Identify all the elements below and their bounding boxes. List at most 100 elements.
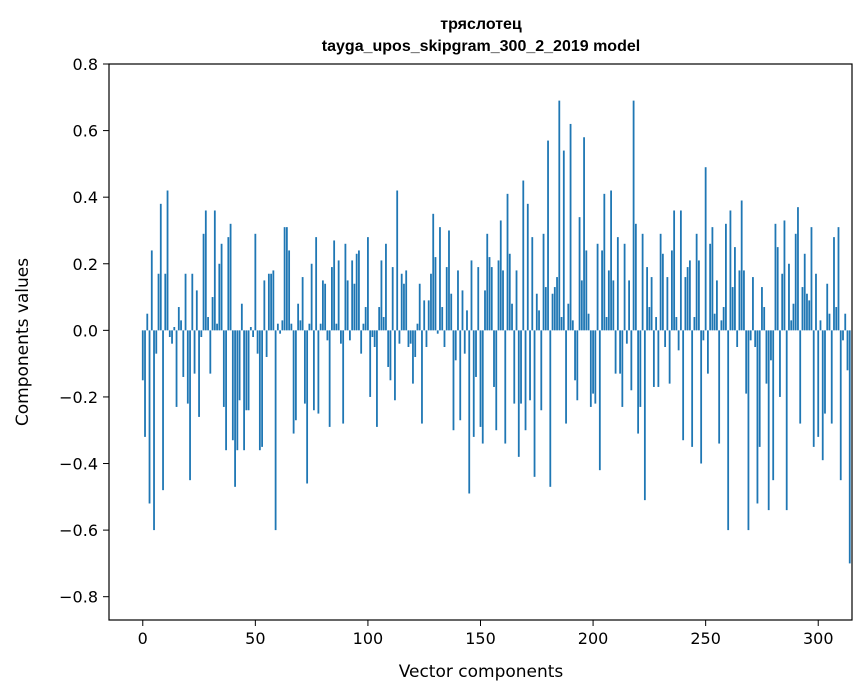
bar bbox=[603, 193, 606, 331]
bar bbox=[405, 270, 408, 331]
bar bbox=[177, 307, 180, 331]
bar bbox=[283, 227, 286, 331]
bar bbox=[754, 330, 757, 347]
bar bbox=[243, 330, 245, 451]
bar bbox=[403, 283, 405, 331]
bar bbox=[578, 217, 581, 331]
bar bbox=[542, 233, 545, 331]
bar bbox=[450, 293, 453, 331]
bar bbox=[454, 330, 457, 361]
bar bbox=[326, 330, 329, 341]
x-axis-ticks: 0 50 100 150 200 250 300 bbox=[138, 620, 834, 648]
bar bbox=[682, 330, 685, 441]
bar bbox=[567, 303, 570, 331]
bar bbox=[574, 330, 576, 381]
bar bbox=[234, 330, 236, 487]
bar bbox=[337, 260, 340, 331]
bar bbox=[166, 190, 169, 331]
y-tick-label: −0.6 bbox=[59, 521, 98, 540]
bar bbox=[576, 330, 579, 401]
bar bbox=[333, 240, 336, 331]
bar bbox=[502, 270, 504, 331]
bar bbox=[508, 253, 511, 331]
bar bbox=[421, 330, 423, 424]
bar bbox=[776, 247, 779, 331]
bar bbox=[842, 330, 844, 341]
bar bbox=[182, 330, 185, 377]
bar bbox=[195, 290, 198, 331]
bar bbox=[743, 270, 745, 331]
bar bbox=[292, 330, 295, 434]
bar bbox=[839, 330, 842, 481]
bar bbox=[189, 330, 191, 481]
bar bbox=[342, 330, 345, 424]
bar bbox=[425, 330, 428, 347]
y-axis-ticks: −0.8 −0.6 −0.4 −0.2 0.0 0.2 0.4 0.6 0.8 bbox=[59, 55, 109, 607]
bar bbox=[218, 263, 221, 331]
bar bbox=[517, 330, 520, 457]
bar bbox=[709, 243, 712, 331]
bar bbox=[315, 237, 318, 331]
bar bbox=[263, 280, 266, 331]
bar bbox=[707, 330, 709, 374]
x-axis-label: Vector components bbox=[399, 662, 564, 682]
bar bbox=[799, 330, 802, 424]
bar bbox=[824, 330, 826, 414]
bar bbox=[200, 330, 203, 338]
bar bbox=[312, 330, 315, 411]
bar bbox=[220, 243, 223, 331]
bar bbox=[727, 330, 730, 531]
bar bbox=[412, 330, 414, 384]
bar bbox=[661, 253, 664, 331]
bar bbox=[418, 283, 421, 331]
bar bbox=[826, 283, 829, 331]
bar bbox=[477, 267, 480, 331]
bar bbox=[745, 330, 748, 394]
bar bbox=[560, 317, 563, 331]
bar bbox=[835, 307, 838, 331]
bar bbox=[385, 243, 387, 331]
bar bbox=[515, 270, 518, 331]
chart-title: тряслотец bbox=[440, 16, 522, 33]
bar bbox=[481, 330, 484, 444]
bar bbox=[702, 330, 705, 341]
bar bbox=[655, 317, 658, 331]
bar bbox=[324, 283, 327, 331]
bar bbox=[396, 190, 399, 331]
bar bbox=[472, 330, 475, 437]
bar bbox=[833, 237, 835, 331]
bar bbox=[506, 193, 509, 331]
bar bbox=[175, 330, 178, 407]
bar bbox=[216, 323, 218, 331]
bar bbox=[803, 253, 806, 331]
y-tick-label: −0.2 bbox=[59, 388, 98, 407]
bar bbox=[488, 257, 491, 331]
bar bbox=[171, 330, 173, 344]
bar bbox=[238, 330, 241, 401]
x-tick-label: 50 bbox=[245, 629, 265, 648]
bar bbox=[821, 330, 824, 461]
plot-frame bbox=[108, 63, 853, 621]
bar bbox=[153, 330, 155, 531]
bar bbox=[340, 330, 342, 344]
bar bbox=[416, 323, 419, 331]
bar bbox=[441, 307, 444, 331]
bar bbox=[797, 207, 799, 331]
bar bbox=[387, 330, 390, 367]
bar bbox=[774, 223, 777, 331]
chart-subtitle: tayga_upos_skipgram_300_2_2019 model bbox=[322, 38, 640, 55]
bar bbox=[621, 330, 624, 407]
bar bbox=[180, 320, 182, 331]
bar bbox=[369, 330, 372, 397]
bar bbox=[763, 307, 766, 331]
bar bbox=[740, 200, 743, 331]
bar bbox=[443, 330, 446, 347]
bar bbox=[538, 310, 540, 331]
bar bbox=[756, 330, 759, 504]
bar bbox=[436, 330, 439, 334]
bar bbox=[718, 330, 721, 444]
bar bbox=[583, 137, 585, 331]
y-tick-label: 0.2 bbox=[73, 255, 98, 274]
bar bbox=[148, 330, 151, 504]
bar bbox=[520, 330, 522, 404]
